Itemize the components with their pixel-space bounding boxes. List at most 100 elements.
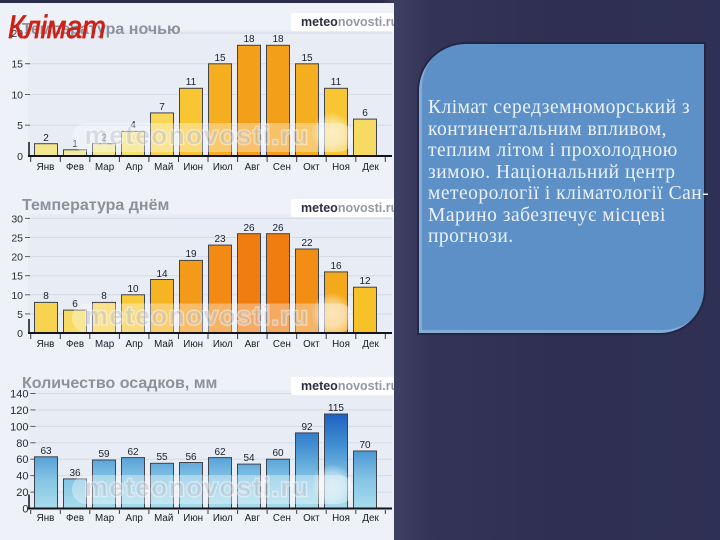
svg-text:Янв: Янв bbox=[37, 339, 55, 350]
svg-text:18: 18 bbox=[243, 34, 255, 45]
svg-text:10: 10 bbox=[11, 290, 23, 302]
svg-text:Мар: Мар bbox=[95, 162, 115, 173]
svg-text:meteonovosti.ru: meteonovosti.ru bbox=[301, 201, 394, 215]
svg-text:Авг: Авг bbox=[245, 339, 261, 350]
svg-text:70: 70 bbox=[359, 440, 371, 451]
svg-text:23: 23 bbox=[214, 234, 226, 245]
svg-text:63: 63 bbox=[40, 446, 52, 457]
svg-text:6: 6 bbox=[362, 108, 368, 119]
svg-text:8: 8 bbox=[43, 291, 49, 302]
svg-text:Янв: Янв bbox=[37, 513, 55, 524]
svg-text:15: 15 bbox=[11, 59, 23, 71]
svg-text:7: 7 bbox=[159, 102, 165, 113]
svg-text:Дек: Дек bbox=[362, 339, 379, 350]
svg-text:Июн: Июн bbox=[183, 162, 203, 173]
svg-text:Апр: Апр bbox=[126, 339, 144, 350]
svg-text:Янв: Янв bbox=[37, 162, 55, 173]
svg-text:11: 11 bbox=[186, 77, 197, 88]
svg-text:Апр: Апр bbox=[126, 513, 144, 524]
svg-text:2: 2 bbox=[101, 133, 107, 144]
svg-text:Ноя: Ноя bbox=[332, 513, 350, 524]
svg-text:16: 16 bbox=[330, 261, 342, 272]
svg-text:0: 0 bbox=[17, 151, 23, 163]
svg-text:Дек: Дек bbox=[362, 513, 379, 524]
svg-text:14: 14 bbox=[156, 269, 168, 280]
svg-text:meteonovosti.ru: meteonovosti.ru bbox=[85, 472, 310, 502]
svg-text:11: 11 bbox=[331, 77, 342, 88]
svg-text:62: 62 bbox=[127, 447, 139, 458]
svg-text:80: 80 bbox=[16, 438, 28, 450]
svg-text:40: 40 bbox=[16, 471, 28, 483]
svg-text:Окт: Окт bbox=[303, 162, 320, 173]
svg-text:Мар: Мар bbox=[95, 513, 115, 524]
svg-text:26: 26 bbox=[243, 223, 255, 234]
svg-text:Сен: Сен bbox=[273, 339, 291, 350]
svg-text:120: 120 bbox=[10, 405, 28, 417]
svg-text:30: 30 bbox=[11, 213, 23, 225]
svg-text:Июл: Июл bbox=[213, 339, 233, 350]
svg-text:54: 54 bbox=[243, 453, 255, 464]
svg-text:12: 12 bbox=[359, 276, 371, 287]
svg-text:Июн: Июн bbox=[183, 513, 203, 524]
svg-text:meteonovosti.ru: meteonovosti.ru bbox=[85, 120, 310, 150]
svg-text:22: 22 bbox=[301, 238, 313, 249]
svg-text:Температура ночью: Температура ночью bbox=[22, 21, 181, 38]
svg-text:5: 5 bbox=[17, 309, 23, 321]
svg-text:55: 55 bbox=[156, 452, 168, 463]
svg-text:15: 15 bbox=[11, 271, 23, 283]
svg-text:5: 5 bbox=[17, 120, 23, 132]
svg-text:Дек: Дек bbox=[362, 162, 379, 173]
svg-text:19: 19 bbox=[185, 249, 197, 260]
svg-text:Сен: Сен bbox=[273, 513, 291, 524]
svg-text:4: 4 bbox=[130, 120, 136, 131]
svg-text:meteonovosti.ru: meteonovosti.ru bbox=[85, 301, 310, 331]
svg-text:115: 115 bbox=[328, 403, 344, 414]
svg-text:140: 140 bbox=[10, 389, 28, 401]
svg-text:20: 20 bbox=[11, 28, 23, 40]
svg-text:100: 100 bbox=[10, 421, 28, 433]
svg-text:10: 10 bbox=[127, 284, 139, 295]
svg-text:Фев: Фев bbox=[66, 513, 84, 524]
svg-text:Мар: Мар bbox=[95, 339, 115, 350]
svg-text:Температура днём: Температура днём bbox=[22, 197, 169, 214]
svg-text:Фев: Фев bbox=[66, 339, 84, 350]
svg-text:Сен: Сен bbox=[273, 162, 291, 173]
svg-text:Ноя: Ноя bbox=[332, 162, 350, 173]
svg-text:25: 25 bbox=[11, 233, 23, 245]
svg-text:26: 26 bbox=[272, 223, 284, 234]
svg-text:36: 36 bbox=[69, 468, 81, 479]
svg-text:Окт: Окт bbox=[303, 339, 320, 350]
svg-text:Июн: Июн bbox=[183, 339, 203, 350]
svg-text:Май: Май bbox=[154, 513, 173, 524]
svg-text:15: 15 bbox=[301, 53, 313, 64]
svg-text:56: 56 bbox=[185, 452, 197, 463]
svg-text:1: 1 bbox=[72, 139, 78, 150]
svg-text:20: 20 bbox=[16, 487, 28, 499]
svg-text:60: 60 bbox=[16, 454, 28, 466]
svg-text:Ноя: Ноя bbox=[332, 339, 350, 350]
svg-text:Май: Май bbox=[154, 162, 173, 173]
svg-text:10: 10 bbox=[11, 90, 23, 102]
svg-text:15: 15 bbox=[214, 53, 226, 64]
svg-text:6: 6 bbox=[72, 299, 78, 310]
svg-text:Авг: Авг bbox=[245, 513, 261, 524]
svg-text:Авг: Авг bbox=[245, 162, 261, 173]
svg-text:Окт: Окт bbox=[303, 513, 320, 524]
svg-text:92: 92 bbox=[301, 422, 313, 433]
svg-text:meteonovosti.ru: meteonovosti.ru bbox=[301, 379, 394, 393]
svg-text:Май: Май bbox=[154, 339, 173, 350]
svg-text:Июл: Июл bbox=[213, 513, 233, 524]
svg-text:60: 60 bbox=[272, 448, 284, 459]
svg-text:Фев: Фев bbox=[66, 162, 84, 173]
svg-text:20: 20 bbox=[11, 252, 23, 264]
svg-text:Апр: Апр bbox=[126, 162, 144, 173]
svg-text:Июл: Июл bbox=[213, 162, 233, 173]
svg-text:meteonovosti.ru: meteonovosti.ru bbox=[301, 15, 394, 29]
svg-text:0: 0 bbox=[17, 328, 23, 340]
svg-text:0: 0 bbox=[22, 504, 28, 516]
svg-text:62: 62 bbox=[214, 447, 226, 458]
svg-text:18: 18 bbox=[272, 34, 284, 45]
svg-text:2: 2 bbox=[43, 133, 49, 144]
svg-text:59: 59 bbox=[98, 449, 110, 460]
svg-text:Количество осадков, мм: Количество осадков, мм bbox=[22, 375, 217, 392]
